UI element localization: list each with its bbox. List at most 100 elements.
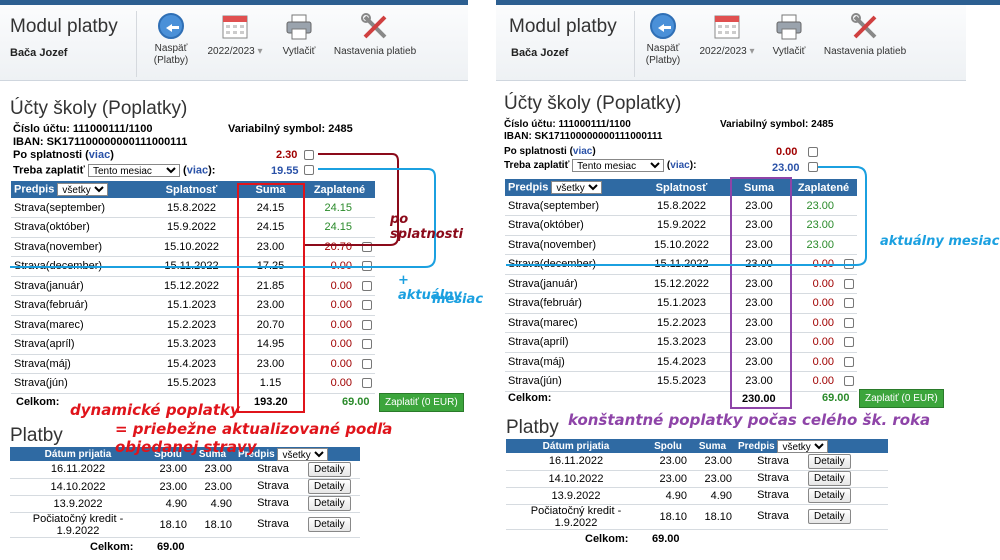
details-button[interactable]: Detaily bbox=[808, 453, 851, 469]
payment-row-r: 16.11.2022 23.00 23.00 Strava Detaily bbox=[506, 453, 888, 471]
annotation-current-month: aktuálny mesiac bbox=[880, 234, 1000, 249]
fee-checkbox[interactable] bbox=[362, 339, 372, 350]
year-dropdown[interactable]: 2022/2023 ▾ bbox=[202, 13, 268, 58]
fee-paid: 0.00 bbox=[304, 373, 375, 394]
details-button[interactable]: Detaily bbox=[308, 496, 351, 511]
back-label-r: Naspäť (Platby) bbox=[645, 43, 681, 66]
fee-checkbox[interactable] bbox=[844, 337, 854, 348]
payment-row-r: 13.9.2022 4.90 4.90 Strava Detaily bbox=[506, 487, 888, 505]
payment-date-text: 14.10.2022 bbox=[50, 480, 106, 493]
fee-checkbox[interactable] bbox=[844, 376, 854, 387]
fee-checkbox[interactable] bbox=[362, 280, 372, 291]
back-button[interactable]: Naspäť (Platby) bbox=[148, 13, 194, 67]
fee-paid-r: 23.00 bbox=[790, 235, 857, 255]
fee-checkbox[interactable] bbox=[362, 378, 372, 389]
payment-row: 16.11.2022 23.00 23.00 Strava Detaily bbox=[10, 461, 360, 479]
pay-button[interactable]: Zaplatiť (0 EUR) bbox=[379, 393, 464, 412]
due-label: Treba zaplatiť bbox=[13, 164, 85, 177]
col-suma-p: Suma bbox=[190, 447, 235, 461]
fee-checkbox[interactable] bbox=[844, 278, 854, 289]
due-row-r: Treba zaplatiť Tento mesiac (viac): bbox=[504, 159, 696, 172]
more-link-r[interactable]: viac bbox=[572, 146, 593, 157]
more-link-2-r[interactable]: viac bbox=[670, 160, 690, 172]
payment-date-text: Počiatočný kredit - 1.9.2022 bbox=[32, 512, 124, 537]
payment-spolu-r: 4.90 bbox=[646, 487, 690, 505]
fee-sum: 24.15 bbox=[237, 217, 304, 238]
annotation-lines-r bbox=[506, 166, 867, 266]
fee-date-text: 15.10.2022 bbox=[163, 240, 220, 253]
fee-sum-text: 1.15 bbox=[259, 377, 282, 390]
payments-filter-r[interactable]: všetky bbox=[777, 439, 829, 453]
payments-filter[interactable]: všetky bbox=[277, 447, 329, 461]
fee-date-text: 15.3.2023 bbox=[167, 338, 216, 351]
fee-paid: 20.70 bbox=[304, 237, 375, 257]
back-button-r[interactable]: Naspäť (Platby) bbox=[640, 13, 686, 67]
due-checkbox[interactable] bbox=[304, 165, 314, 175]
fee-name-text: Strava(máj) bbox=[14, 357, 71, 370]
details-button[interactable]: Detaily bbox=[308, 461, 351, 477]
details-button[interactable]: Detaily bbox=[808, 509, 851, 524]
fee-checkbox[interactable] bbox=[362, 358, 372, 369]
predpis-filter[interactable]: všetky bbox=[57, 183, 109, 196]
fee-checkbox[interactable] bbox=[362, 300, 372, 311]
overdue-value: 2.30 bbox=[276, 149, 298, 161]
payment-spolu: 18.10 bbox=[146, 512, 190, 538]
fee-date-text: 15.10.2022 bbox=[653, 238, 710, 251]
section-title: Účty školy (Poplatky) bbox=[10, 98, 188, 119]
overdue-checkbox[interactable] bbox=[304, 150, 314, 160]
payment-spolu-text: 23.00 bbox=[159, 480, 187, 493]
payments-title-r: Platby bbox=[506, 417, 559, 438]
fee-sum: 23.00 bbox=[237, 237, 304, 257]
more-link[interactable]: viac bbox=[88, 149, 111, 161]
fee-checkbox[interactable] bbox=[362, 319, 372, 330]
print-button[interactable]: Vytlačiť bbox=[278, 13, 320, 58]
fee-sum: 24.15 bbox=[237, 198, 304, 218]
fee-row-r: Strava(máj) 15.4.2023 23.00 0.00 bbox=[505, 352, 857, 372]
details-button[interactable]: Detaily bbox=[308, 479, 351, 494]
settings-button-r[interactable]: Nastavenia platieb bbox=[818, 13, 912, 58]
due-value-r: 23.00 bbox=[772, 162, 800, 174]
fee-row: Strava(jún) 15.5.2023 1.15 0.00 bbox=[11, 373, 375, 394]
payment-suma-r: 23.00 bbox=[690, 470, 735, 488]
overdue-checkbox-r[interactable] bbox=[808, 147, 818, 157]
left-panel: Modul platby Bača Jozef Naspäť (Platby) … bbox=[0, 0, 483, 560]
fee-name-text: Strava(máj) bbox=[508, 355, 565, 368]
fee-checkbox[interactable] bbox=[844, 356, 854, 367]
fee-paid-text: 24.15 bbox=[324, 201, 352, 214]
col-zaplatene-r: Zaplatené bbox=[790, 179, 857, 196]
payment-spolu-r: 23.00 bbox=[646, 453, 690, 471]
total-label: Celkom: bbox=[16, 396, 60, 408]
year-dropdown-r[interactable]: 2022/2023 ▾ bbox=[694, 13, 760, 58]
details-button[interactable]: Detaily bbox=[808, 488, 851, 503]
fee-checkbox[interactable] bbox=[844, 317, 854, 328]
due-checkbox-r[interactable] bbox=[808, 162, 818, 172]
right-panel: Modul platby Bača Jozef Naspäť (Platby) … bbox=[496, 0, 1000, 545]
fee-date: 15.2.2023 bbox=[146, 315, 237, 335]
account-number: Číslo účtu: 111000111/1100 bbox=[13, 123, 153, 135]
details-button[interactable]: Detaily bbox=[808, 471, 851, 486]
annotation-overdue: po splatnosti bbox=[390, 212, 464, 242]
due-period-select[interactable]: Tento mesiac bbox=[87, 164, 180, 177]
fee-date-r: 15.1.2023 bbox=[635, 293, 728, 314]
fee-name-text: Strava(september) bbox=[14, 201, 106, 214]
payment-suma-r: 4.90 bbox=[690, 487, 735, 505]
more-link-2[interactable]: viac bbox=[186, 164, 209, 177]
fee-name-text: Strava(október) bbox=[508, 219, 584, 232]
payments-body: 16.11.2022 23.00 23.00 Strava Detaily 14.10.2… bbox=[10, 461, 360, 538]
predpis-filter-r[interactable]: všetky bbox=[551, 181, 603, 194]
due-period-select-r[interactable]: Tento mesiac bbox=[572, 159, 665, 172]
print-button-r[interactable]: Vytlačiť bbox=[768, 13, 810, 58]
settings-button[interactable]: Nastavenia platieb bbox=[328, 13, 422, 58]
fee-paid-r: 0.00 bbox=[790, 332, 857, 353]
payment-date-text: 16.11.2022 bbox=[50, 463, 106, 476]
pay-button-r[interactable]: Zaplatiť (0 EUR) bbox=[859, 389, 944, 408]
fee-checkbox[interactable] bbox=[844, 298, 854, 309]
col-suma-r: Suma bbox=[728, 179, 790, 196]
payment-date-text: 14.10.2022 bbox=[548, 472, 604, 485]
payment-date-text: Počiatočný kredit - 1.9.2022 bbox=[530, 504, 622, 529]
fee-checkbox[interactable] bbox=[362, 241, 372, 252]
payment-suma-text: 18.10 bbox=[704, 510, 732, 523]
payment-row: 14.10.2022 23.00 23.00 Strava Detaily bbox=[10, 478, 360, 496]
details-button[interactable]: Detaily bbox=[308, 517, 351, 532]
col-zaplatene: Zaplatené bbox=[304, 181, 375, 198]
